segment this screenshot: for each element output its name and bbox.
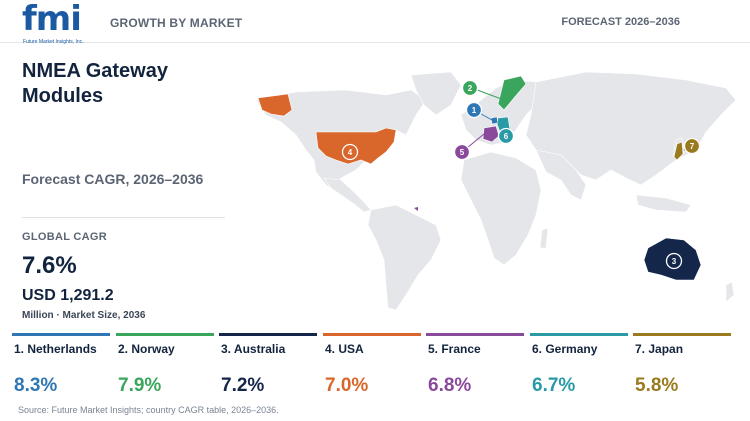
country-card-germany: 6. Germany 6.7% <box>530 333 628 401</box>
country-card-norway: 2. Norway 7.9% <box>116 333 214 401</box>
country-bar <box>12 333 110 336</box>
country-name: 7. Japan <box>635 342 684 356</box>
marker-norway: 2 <box>461 79 479 97</box>
svg-text:5: 5 <box>460 148 465 157</box>
fmi-logo: fmi Future Market Insights, Inc. <box>22 1 92 45</box>
svg-text:7: 7 <box>690 142 695 151</box>
country-name: 3. Australia <box>221 342 286 356</box>
country-alaska-shape <box>257 93 293 117</box>
country-card-japan: 7. Japan 5.8% <box>633 333 731 401</box>
country-cagr: 6.7% <box>532 375 576 396</box>
country-cagr: 8.3% <box>14 375 58 396</box>
country-card-france: 5. France 6.8% <box>426 333 524 401</box>
svg-text:4: 4 <box>348 148 353 157</box>
country-bar <box>633 333 731 336</box>
country-card-australia: 3. Australia 7.2% <box>219 333 317 401</box>
country-cagr: 6.8% <box>428 375 472 396</box>
source-note: Source: Future Market Insights; country … <box>18 405 279 415</box>
country-bar <box>323 333 421 336</box>
country-bar <box>530 333 628 336</box>
svg-text:6: 6 <box>504 132 509 141</box>
land-masses <box>255 71 737 311</box>
country-usa-shape <box>315 127 397 165</box>
country-card-netherlands: 1. Netherlands 8.3% <box>12 333 110 401</box>
page-title: NMEA Gateway Modules <box>22 60 168 107</box>
country-cagr: 7.2% <box>221 375 265 396</box>
country-bar <box>116 333 214 336</box>
country-name: 4. USA <box>325 342 364 356</box>
svg-text:3: 3 <box>672 257 677 266</box>
country-cagr: 7.9% <box>118 375 162 396</box>
logo-subtext: Future Market Insights, Inc. <box>23 39 84 45</box>
country-card-usa: 4. USA 7.0% <box>323 333 421 401</box>
global-cagr-label: GLOBAL CAGR <box>22 231 107 243</box>
world-map: 1 2 3 4 5 6 7 <box>255 71 737 311</box>
marker-germany: 6 <box>497 127 515 145</box>
forecast-label: FORECAST 2026–2036 <box>561 16 680 28</box>
country-cagr: 7.0% <box>325 375 369 396</box>
marker-france: 5 <box>453 143 471 161</box>
marker-japan: 7 <box>683 137 701 155</box>
top-bar: fmi Future Market Insights, Inc. GROWTH … <box>0 0 750 45</box>
market-size-label: Million · Market Size, 2036 <box>22 310 146 321</box>
marker-australia: 3 <box>665 252 683 270</box>
page-subtitle: Forecast CAGR, 2026–2036 <box>22 171 204 187</box>
country-japan-shape <box>673 141 684 161</box>
market-size-value: USD 1,291.2 <box>22 287 114 304</box>
country-cagr: 5.8% <box>635 375 679 396</box>
logo-text: fmi <box>22 0 82 39</box>
global-cagr-value: 7.6% <box>22 252 77 279</box>
country-bar <box>219 333 317 336</box>
country-cagr-list: 1. Netherlands 8.3% 2. Norway 7.9% 3. Au… <box>12 333 742 401</box>
country-france-shape <box>482 125 500 143</box>
country-name: 5. France <box>428 342 481 356</box>
svg-text:1: 1 <box>472 106 477 115</box>
country-name: 1. Netherlands <box>14 342 97 356</box>
divider <box>22 217 225 218</box>
caribbean-shape <box>414 207 418 211</box>
country-norway-shape <box>497 75 527 111</box>
marker-usa: 4 <box>341 143 359 161</box>
section-label: GROWTH BY MARKET <box>110 16 243 30</box>
country-name: 6. Germany <box>532 342 598 356</box>
country-bar <box>426 333 524 336</box>
svg-text:2: 2 <box>468 84 473 93</box>
marker-netherlands: 1 <box>465 101 483 119</box>
country-name: 2. Norway <box>118 342 175 356</box>
